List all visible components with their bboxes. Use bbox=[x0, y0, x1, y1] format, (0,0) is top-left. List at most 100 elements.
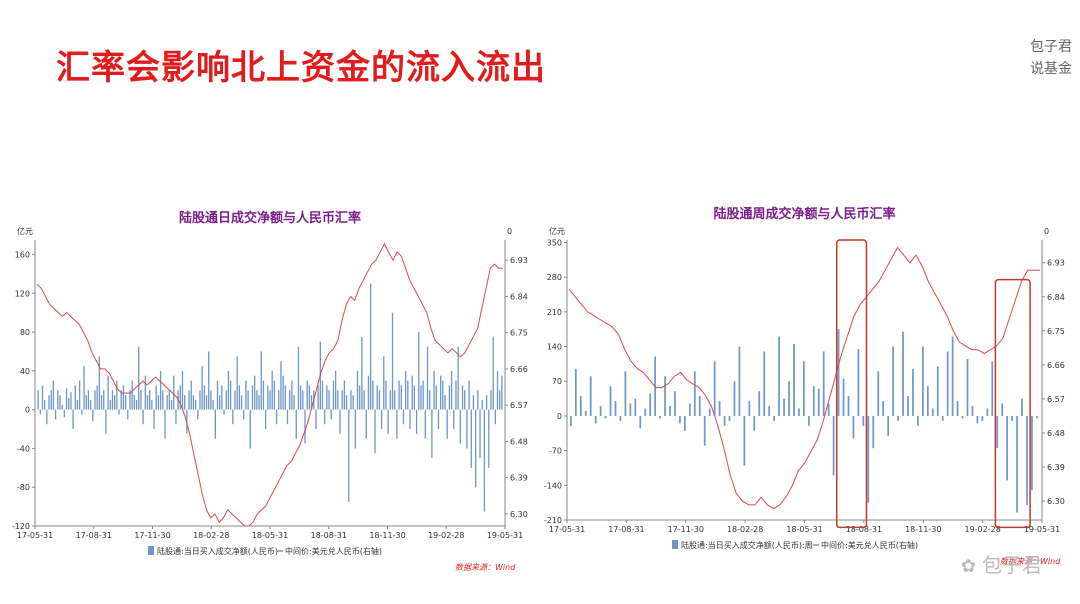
flow-bar bbox=[249, 409, 251, 449]
flow-bar bbox=[961, 415, 964, 419]
flow-bar bbox=[862, 415, 865, 426]
flow-bar bbox=[267, 385, 269, 410]
flow-bar bbox=[1001, 403, 1004, 416]
flow-bar bbox=[407, 380, 409, 410]
flow-bar bbox=[223, 409, 225, 415]
right-tick-label: 6.93 bbox=[510, 256, 528, 265]
flow-bar bbox=[212, 399, 214, 410]
flow-bar bbox=[837, 329, 840, 416]
flow-bar bbox=[466, 409, 468, 449]
flow-bar bbox=[166, 395, 168, 410]
flow-bar bbox=[219, 395, 221, 410]
flow-bar bbox=[453, 409, 455, 430]
left-tick-label: -120 bbox=[12, 522, 30, 531]
x-tick-label: 19-05-31 bbox=[487, 531, 523, 540]
brand-line-1: 包子君 bbox=[1030, 39, 1072, 55]
flow-bar bbox=[262, 380, 265, 410]
flow-bar bbox=[389, 390, 391, 410]
right-axis-unit: 0 bbox=[507, 227, 512, 236]
flow-bar bbox=[991, 361, 994, 416]
flow-bar bbox=[688, 403, 691, 416]
flow-bar bbox=[743, 415, 746, 466]
flow-bar bbox=[232, 409, 234, 425]
flow-bar bbox=[199, 390, 201, 410]
flow-bar bbox=[304, 409, 306, 444]
flow-bar bbox=[1021, 398, 1023, 416]
x-tick-label: 19-02-28 bbox=[428, 531, 464, 540]
left-tick-label: 160 bbox=[15, 251, 30, 260]
flow-bar bbox=[50, 390, 52, 410]
flow-bar bbox=[135, 399, 138, 410]
flow-bar bbox=[103, 390, 105, 410]
flow-bar bbox=[488, 409, 490, 468]
flow-bar bbox=[238, 385, 241, 410]
left-tick-label: 120 bbox=[15, 289, 30, 298]
right-tick-label: 6.84 bbox=[1047, 293, 1065, 302]
flow-bar bbox=[142, 409, 144, 425]
flow-bar bbox=[124, 395, 127, 410]
flow-bar bbox=[225, 390, 227, 410]
flow-bar bbox=[321, 380, 324, 410]
flow-bar bbox=[842, 378, 845, 416]
left-tick-label: 70 bbox=[552, 377, 562, 386]
x-tick-label: 18-05-31 bbox=[786, 525, 822, 534]
flow-bar bbox=[773, 415, 776, 421]
flow-bar bbox=[192, 395, 195, 410]
flow-bar bbox=[485, 395, 488, 410]
flow-bar bbox=[256, 390, 258, 410]
flow-bar bbox=[72, 409, 74, 430]
flow-bar bbox=[138, 346, 140, 410]
flow-bar bbox=[383, 356, 385, 410]
brand-logo: 包子君 说基金 bbox=[1030, 36, 1072, 80]
flow-bar bbox=[343, 380, 346, 410]
daily-flow-chart: 陆股通日成交净额与人民币汇率 亿元 0 160 120 80 40 0 -40 -80 -120 6.… bbox=[0, 200, 540, 580]
flow-bar bbox=[402, 409, 405, 425]
flow-bar bbox=[1016, 415, 1018, 513]
flow-bar bbox=[87, 390, 90, 410]
flow-bar bbox=[996, 415, 999, 449]
watermark: ✿ 包子君 bbox=[961, 549, 1042, 578]
flow-bar bbox=[708, 408, 711, 416]
flow-bar bbox=[470, 409, 472, 468]
flow-bar bbox=[337, 390, 339, 410]
flow-bar bbox=[461, 385, 464, 410]
flow-bar bbox=[422, 380, 424, 410]
flow-bar bbox=[892, 346, 894, 416]
flow-bar bbox=[1031, 415, 1033, 491]
flow-bar bbox=[184, 395, 186, 410]
flow-bar bbox=[170, 399, 173, 410]
flow-bar bbox=[703, 415, 706, 446]
flow-bar bbox=[409, 409, 411, 430]
flow-bar bbox=[483, 409, 486, 512]
flow-bar bbox=[127, 409, 129, 420]
left-tick-label: 140 bbox=[547, 343, 562, 352]
flow-bar bbox=[629, 403, 632, 416]
flow-bar bbox=[247, 390, 249, 410]
flow-bar bbox=[278, 390, 280, 410]
flow-bar bbox=[181, 370, 184, 410]
flow-bar bbox=[897, 415, 899, 421]
right-tick-label: 6.39 bbox=[510, 474, 528, 483]
flow-bar bbox=[354, 409, 356, 449]
flow-bar bbox=[229, 380, 232, 410]
right-tick-label: 6.30 bbox=[1047, 497, 1065, 506]
flow-bar bbox=[415, 409, 418, 434]
left-tick-label: -210 bbox=[544, 516, 562, 525]
flow-bar bbox=[872, 415, 875, 449]
flow-bar bbox=[317, 385, 319, 410]
flow-bar bbox=[92, 409, 94, 422]
flow-bar bbox=[847, 396, 850, 416]
left-tick-label: -40 bbox=[17, 444, 30, 453]
flow-bar bbox=[499, 390, 501, 410]
left-tick-label: 350 bbox=[547, 238, 562, 247]
flow-bar bbox=[474, 409, 477, 488]
flow-bar bbox=[89, 399, 92, 410]
left-axis-unit: 亿元 bbox=[17, 226, 33, 236]
flow-bar bbox=[216, 380, 219, 410]
source-note: 数据来源：Wind bbox=[455, 563, 516, 572]
flow-bar bbox=[306, 380, 308, 410]
flow-bar bbox=[455, 380, 457, 410]
left-tick-label: 210 bbox=[547, 308, 562, 317]
wechat-icon: ✿ bbox=[960, 556, 976, 577]
flow-bar bbox=[149, 390, 151, 410]
